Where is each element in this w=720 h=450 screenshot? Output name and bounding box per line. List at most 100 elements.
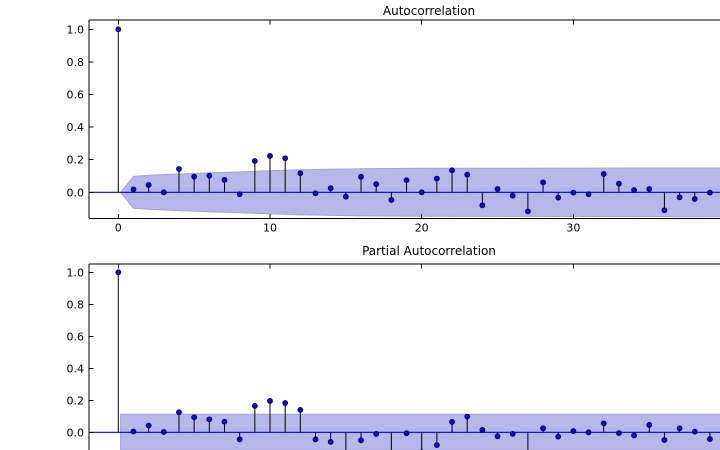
acf-title: Autocorrelation <box>382 4 476 18</box>
acf-point-lag-2 <box>145 182 152 188</box>
acf-ytick-label: 1.0 <box>67 23 85 36</box>
pacf-point-lag-39 <box>707 436 713 442</box>
pacf-point-lag-32 <box>600 420 607 427</box>
pacf-point-lag-33 <box>616 430 622 437</box>
pacf-axis-frame <box>88 263 720 450</box>
acf-point-lag-12 <box>297 170 304 177</box>
acf-xtick-label: 30 <box>566 222 580 235</box>
acf-point-lag-15 <box>342 193 349 200</box>
acf-point-lag-16 <box>358 173 364 180</box>
acf-point-lag-34 <box>631 187 637 193</box>
acf-xtick-label: 10 <box>263 222 277 235</box>
acf-point-lag-25 <box>494 186 501 192</box>
pacf-point-lag-36 <box>661 437 668 443</box>
pacf-point-lag-26 <box>509 431 516 437</box>
acf-point-lag-31 <box>585 191 592 198</box>
pacf-point-lag-4 <box>176 409 182 416</box>
acf-point-lag-17 <box>373 181 380 188</box>
pacf-ytick-label: 0.0 <box>67 426 85 439</box>
pacf-point-lag-10 <box>267 398 273 404</box>
acf-point-lag-29 <box>555 194 562 201</box>
acf-point-lag-4 <box>176 166 182 172</box>
acf-ytick-label: 0.6 <box>67 89 85 102</box>
acf-plot: 0.0 0.2 0.4 0.6 0.8 1.0 0 10 20 30 <box>67 19 720 235</box>
pacf-point-lag-16 <box>358 437 364 444</box>
acf-axis-frame <box>88 19 720 219</box>
acf-point-lag-9 <box>251 158 258 164</box>
pacf-point-lag-30 <box>570 428 577 434</box>
acf-point-lag-33 <box>616 180 622 187</box>
pacf-tick-labels: 0.0 0.2 0.4 0.6 0.8 1.0 <box>67 266 85 439</box>
acf-point-lag-30 <box>570 189 577 196</box>
pacf-point-lag-31 <box>585 429 592 436</box>
pacf-ytick-label: 0.6 <box>67 330 85 343</box>
pacf-point-lag-8 <box>236 436 243 443</box>
acf-tick-labels: 0.0 0.2 0.4 0.6 0.8 1.0 0 10 20 30 <box>67 23 581 234</box>
pacf-point-lag-38 <box>691 428 698 435</box>
pacf-point-lag-6 <box>206 416 213 423</box>
acf-point-lag-13 <box>312 190 319 197</box>
acf-point-lag-7 <box>221 177 228 183</box>
acf-point-lag-26 <box>509 192 516 199</box>
pacf-point-lag-2 <box>145 422 152 429</box>
pacf-point-lag-0 <box>115 269 122 276</box>
acf-point-lag-20 <box>418 189 425 196</box>
pacf-plot: 0.0 0.2 0.4 0.6 0.8 1.0 <box>67 263 720 450</box>
acf-ytick-label: 0.2 <box>67 154 85 167</box>
acf-ytick-label: 0.8 <box>67 56 85 69</box>
pacf-point-lag-11 <box>282 400 289 406</box>
acf-point-lag-6 <box>206 172 213 179</box>
acf-point-lag-1 <box>130 186 137 193</box>
acf-point-lag-19 <box>403 177 410 184</box>
pacf-point-lag-25 <box>494 433 501 440</box>
pacf-title: Partial Autocorrelation <box>362 244 496 258</box>
acf-point-lag-27 <box>524 208 531 215</box>
pacf-point-lag-19 <box>403 430 410 437</box>
acf-point-lag-22 <box>449 167 455 174</box>
acf-point-lag-14 <box>327 185 334 192</box>
acf-point-lag-11 <box>282 155 289 162</box>
acf-point-lag-24 <box>479 202 486 209</box>
acf-point-lag-37 <box>676 194 683 201</box>
acf-point-lag-18 <box>388 197 395 203</box>
pacf-point-lag-14 <box>327 439 334 445</box>
acf-point-lag-21 <box>433 175 440 182</box>
pacf-point-lag-17 <box>373 431 380 437</box>
pacf-point-lag-9 <box>251 403 258 409</box>
acf-point-lag-5 <box>191 173 198 180</box>
pacf-point-lag-24 <box>479 427 486 433</box>
acf-point-lag-3 <box>160 189 167 196</box>
pacf-point-lag-12 <box>297 407 304 413</box>
acf-point-lag-23 <box>464 171 471 178</box>
pacf-point-lag-22 <box>449 419 455 425</box>
acf-ytick-label: 0.4 <box>67 121 85 134</box>
pacf-point-lag-13 <box>312 436 319 443</box>
pacf-tick-marks <box>89 264 574 433</box>
pacf-point-lag-35 <box>646 422 653 428</box>
acf-point-lag-38 <box>691 196 698 202</box>
pacf-point-lag-21 <box>433 442 440 449</box>
acf-point-lag-28 <box>540 179 546 186</box>
pacf-point-lag-3 <box>160 429 167 435</box>
acf-xtick-label: 20 <box>415 222 429 235</box>
pacf-point-lag-1 <box>130 428 137 435</box>
acf-xtick-label: 0 <box>115 222 122 235</box>
acf-point-lag-8 <box>236 191 243 198</box>
pacf-data-points <box>115 269 713 450</box>
acf-point-lag-0 <box>115 26 122 33</box>
acf-tick-marks <box>89 20 574 219</box>
acf-ytick-label: 0.0 <box>67 186 85 199</box>
acf-point-lag-35 <box>646 186 653 192</box>
pacf-point-lag-23 <box>464 413 471 420</box>
pacf-ytick-label: 0.2 <box>67 394 85 407</box>
pacf-point-lag-28 <box>540 425 546 432</box>
acf-point-lag-32 <box>600 171 607 177</box>
pacf-point-lag-34 <box>631 432 637 439</box>
acf-data-points <box>115 26 713 215</box>
pacf-point-lag-7 <box>221 418 228 425</box>
pacf-point-lag-5 <box>191 414 198 421</box>
pacf-ytick-label: 0.4 <box>67 362 85 375</box>
pacf-ytick-label: 0.8 <box>67 298 85 311</box>
